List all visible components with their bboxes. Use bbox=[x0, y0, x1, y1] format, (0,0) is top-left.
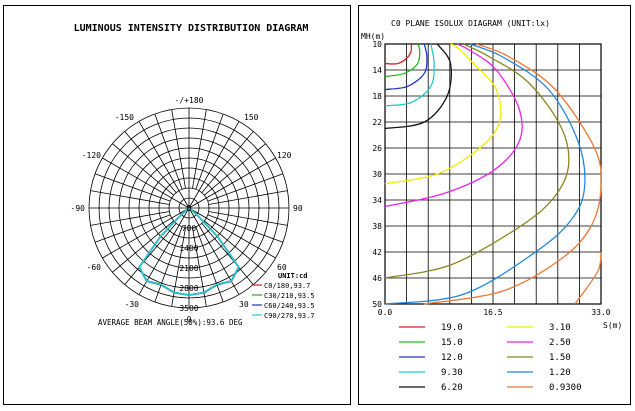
polar-grid-spoke bbox=[112, 143, 174, 196]
angle-label: -150 bbox=[115, 113, 134, 122]
isolux-series-line bbox=[384, 43, 413, 65]
x-tick-label: 16.5 bbox=[483, 308, 502, 317]
polar-grid-spoke bbox=[138, 121, 190, 209]
isolux-legend-label: 6.20 bbox=[441, 383, 463, 393]
y-tick-label: 42 bbox=[372, 248, 382, 257]
angle-label: -120 bbox=[82, 151, 101, 160]
angle-label: -/+180 bbox=[175, 96, 204, 105]
y-tick-label: 34 bbox=[372, 196, 382, 205]
polar-grid-spoke bbox=[192, 109, 207, 189]
legend-label: C30/210,93.5 bbox=[264, 292, 315, 300]
polar-grid-spoke bbox=[154, 226, 183, 303]
legend-label: C90/270,93.7 bbox=[264, 312, 315, 320]
radial-label: 3500 bbox=[179, 304, 198, 313]
polar-grid-spoke bbox=[112, 220, 174, 273]
beam-angle-footer: AVERAGE BEAM ANGLE(50%):93.6 DEG bbox=[98, 318, 243, 327]
radial-label: 2800 bbox=[179, 284, 198, 293]
polar-grid-spoke bbox=[171, 109, 186, 189]
isolux-legend-label: 0.9300 bbox=[549, 383, 582, 393]
y-tick-label: 18 bbox=[372, 92, 382, 101]
radial-label: 2100 bbox=[179, 264, 198, 273]
isolux-series-line bbox=[384, 43, 428, 91]
polar-grid-spoke bbox=[208, 211, 288, 226]
isolux-series-line bbox=[384, 43, 502, 185]
polar-grid-spoke bbox=[201, 223, 254, 285]
polar-grid-spoke bbox=[208, 190, 288, 205]
polar-grid-spoke bbox=[94, 173, 171, 202]
isolux-legend-label: 15.0 bbox=[441, 338, 463, 348]
polar-title: LUMINOUS INTENSITY DISTRIBUTION DIAGRAM bbox=[74, 23, 309, 34]
y-tick-label: 30 bbox=[372, 170, 382, 179]
isolux-chart: C0 PLANE ISOLUX DIAGRAM (UNIT:lx) MH(m) … bbox=[361, 19, 622, 393]
isolux-series-line bbox=[384, 43, 452, 130]
angle-label: -60 bbox=[87, 263, 102, 272]
angle-label: 0 bbox=[187, 315, 192, 324]
luminous-intensity-panel: LUMINOUS INTENSITY DISTRIBUTION DIAGRAM … bbox=[3, 5, 351, 405]
y-axis-label: MH(m) bbox=[361, 32, 385, 41]
polar-grid-spoke bbox=[90, 211, 170, 226]
polar-grid-spoke bbox=[195, 226, 224, 303]
isolux-series-line bbox=[384, 43, 421, 78]
polar-grid-spoke bbox=[204, 143, 266, 196]
isolux-series-line bbox=[574, 251, 602, 305]
polar-grid-spoke bbox=[188, 157, 276, 209]
angle-label: 120 bbox=[277, 151, 292, 160]
isolux-legend-label: 1.50 bbox=[549, 353, 571, 363]
isolux-series-line bbox=[384, 43, 586, 305]
polar-grid-spoke bbox=[195, 113, 224, 190]
polar-chart: LUMINOUS INTENSITY DISTRIBUTION DIAGRAM … bbox=[71, 23, 315, 327]
y-tick-label: 46 bbox=[372, 274, 382, 283]
polar-grid-spoke bbox=[94, 214, 171, 243]
polar-grid-spoke bbox=[102, 157, 190, 209]
polar-grid-spoke bbox=[201, 131, 254, 193]
isolux-legend-label: 19.0 bbox=[441, 323, 463, 333]
polar-grid-spoke bbox=[124, 131, 177, 193]
angle-label: -30 bbox=[125, 300, 140, 309]
isolux-series-line bbox=[384, 43, 570, 279]
polar-grid-spoke bbox=[154, 113, 183, 190]
angle-label: 90 bbox=[293, 204, 303, 213]
polar-grid-spoke bbox=[102, 207, 190, 259]
isolux-series-line bbox=[384, 43, 523, 208]
angle-label: -90 bbox=[71, 204, 86, 213]
legend-title: UNIT:cd bbox=[278, 272, 308, 280]
x-tick-label: 0.0 bbox=[378, 308, 393, 317]
polar-grid-spoke bbox=[188, 121, 240, 209]
legend-label: C60/240,93.5 bbox=[264, 302, 315, 310]
polar-grid-spoke bbox=[207, 214, 284, 243]
isolux-legend-label: 9.30 bbox=[441, 368, 463, 378]
radial-label: 1400 bbox=[179, 244, 198, 253]
y-tick-label: 10 bbox=[372, 40, 382, 49]
angle-label: 150 bbox=[244, 113, 259, 122]
angle-label: 30 bbox=[239, 300, 249, 309]
polar-series-line bbox=[138, 207, 240, 296]
polar-grid-spoke bbox=[207, 173, 284, 202]
x-axis-label: S(m) bbox=[603, 321, 622, 330]
y-tick-label: 50 bbox=[372, 300, 382, 309]
polar-grid-spoke bbox=[188, 207, 276, 259]
isolux-legend-label: 1.20 bbox=[549, 368, 571, 378]
x-tick-label: 33.0 bbox=[591, 308, 610, 317]
isolux-series-line bbox=[424, 43, 602, 305]
isolux-legend-label: 12.0 bbox=[441, 353, 463, 363]
isolux-legend-label: 2.50 bbox=[549, 338, 571, 348]
isolux-series-line bbox=[384, 43, 435, 107]
isolux-panel: C0 PLANE ISOLUX DIAGRAM (UNIT:lx) MH(m) … bbox=[358, 5, 631, 405]
legend-label: C0/180,93.7 bbox=[264, 282, 310, 290]
polar-grid-spoke bbox=[90, 190, 170, 205]
y-tick-label: 26 bbox=[372, 144, 382, 153]
y-tick-label: 38 bbox=[372, 222, 382, 231]
isolux-legend-label: 3.10 bbox=[549, 323, 571, 333]
y-tick-label: 14 bbox=[372, 66, 382, 75]
radial-label: 0 bbox=[187, 204, 192, 213]
polar-grid-spoke bbox=[124, 223, 177, 285]
polar-grid-spoke bbox=[204, 220, 266, 273]
radial-label: 700 bbox=[182, 224, 197, 233]
angle-label: 60 bbox=[277, 263, 287, 272]
isolux-title: C0 PLANE ISOLUX DIAGRAM (UNIT:lx) bbox=[391, 19, 550, 28]
y-tick-label: 22 bbox=[372, 118, 382, 127]
